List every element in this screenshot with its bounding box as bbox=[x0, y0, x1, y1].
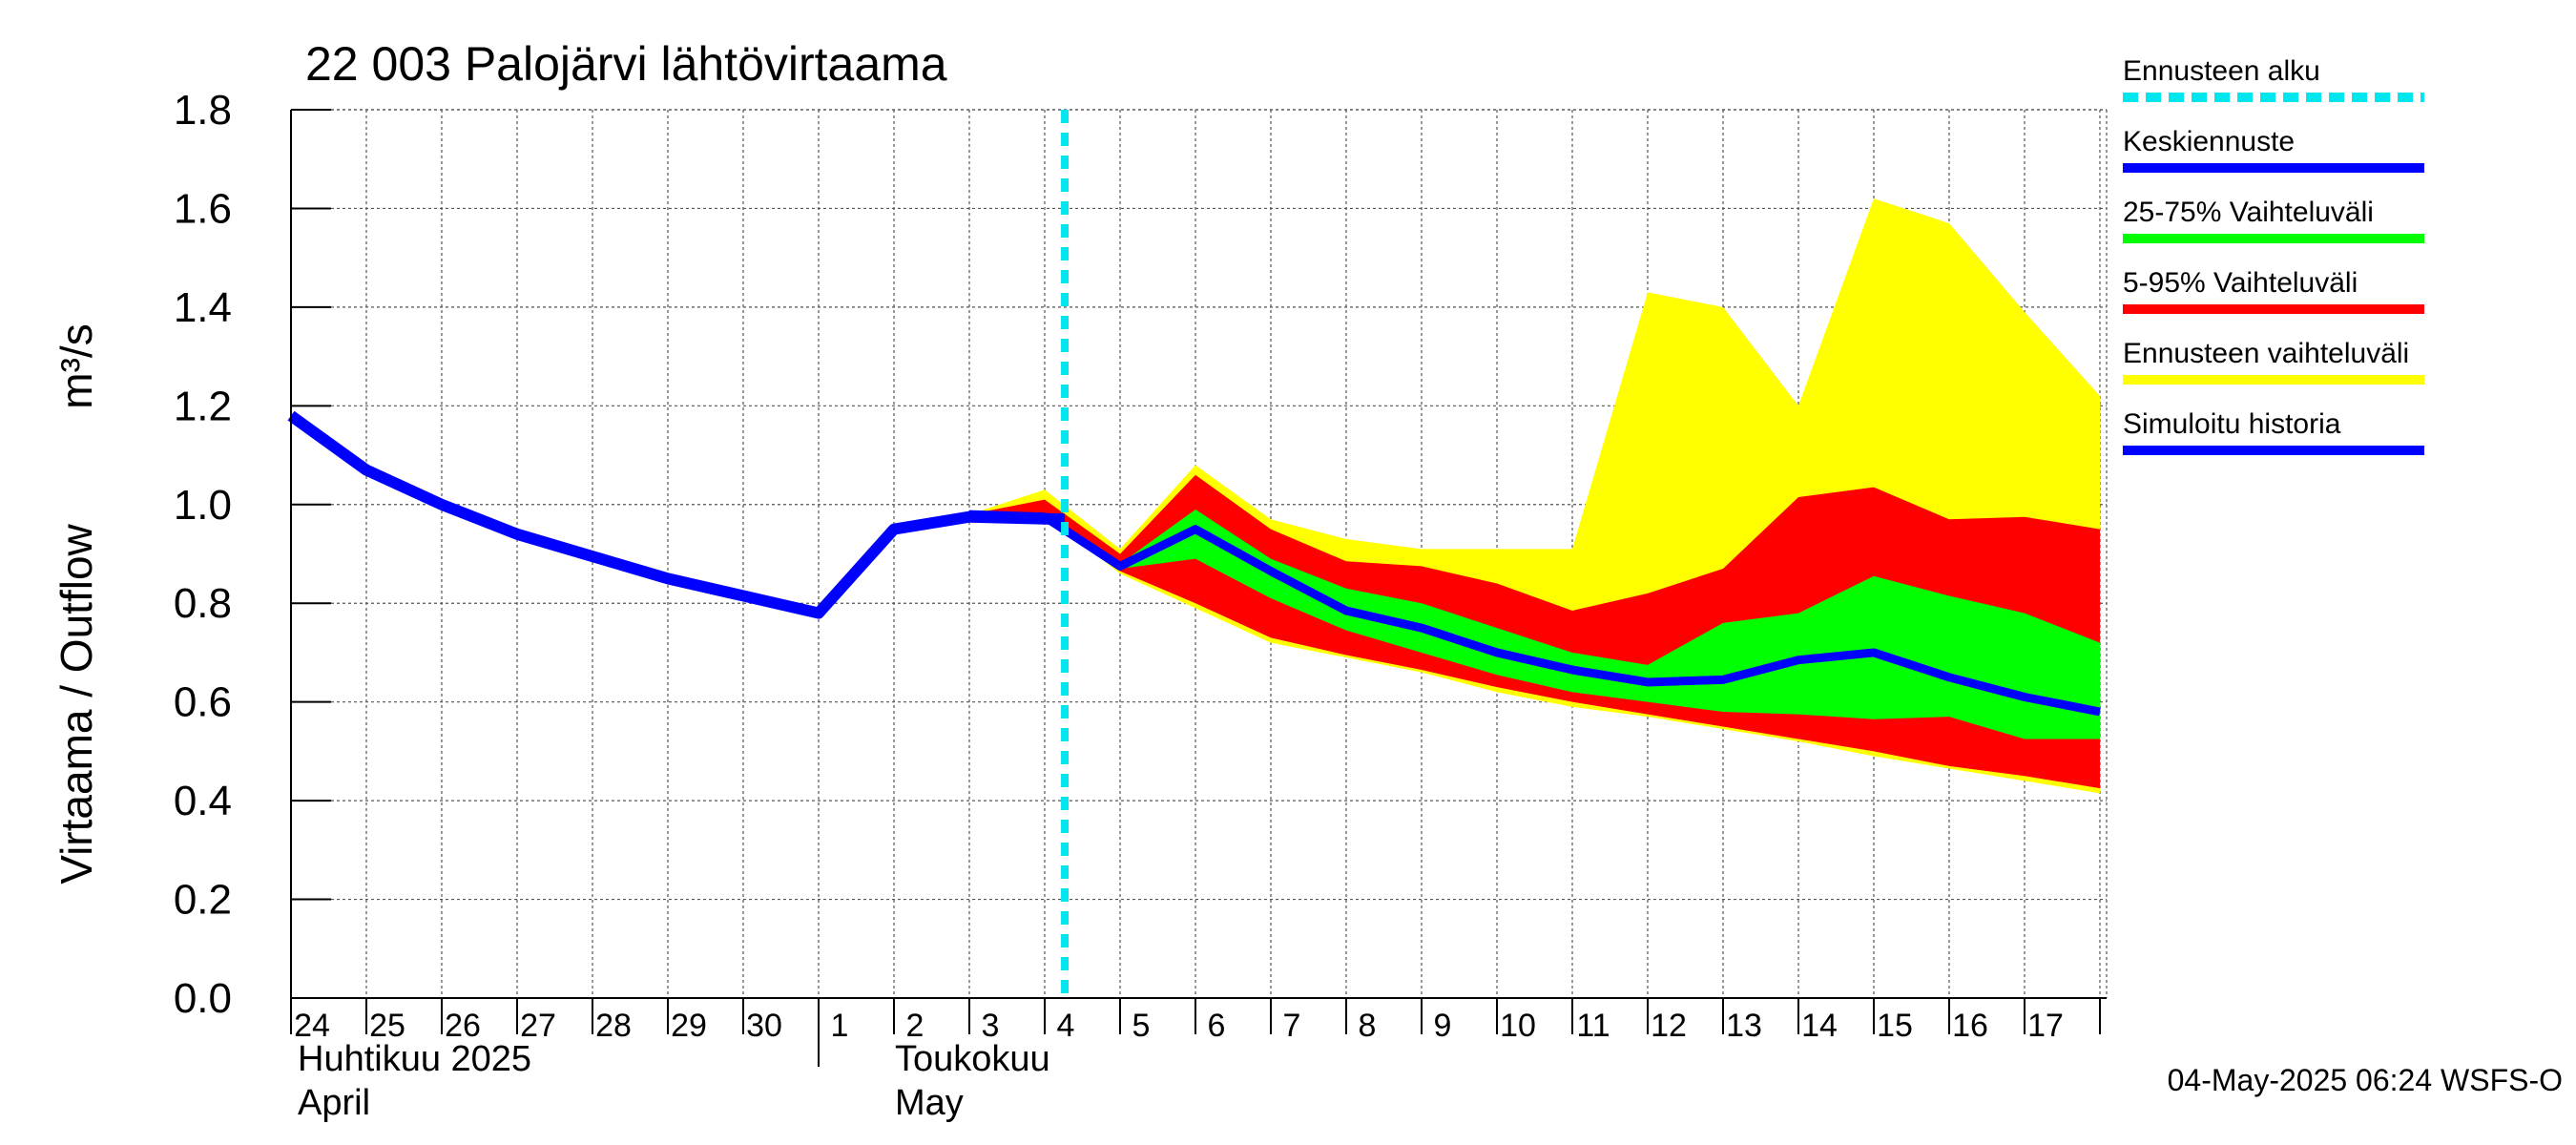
y-tick-label: 0.8 bbox=[174, 580, 232, 627]
x-tick-label: 27 bbox=[520, 1008, 556, 1044]
median-forecast-line bbox=[968, 510, 2101, 717]
x-tick-label: 25 bbox=[369, 1008, 405, 1044]
x-tick-label: 12 bbox=[1651, 1008, 1687, 1044]
flow-lines bbox=[287, 110, 2101, 998]
x-tick-label: 6 bbox=[1208, 1008, 1226, 1044]
month-label-en: April bbox=[298, 1083, 370, 1123]
month-label-fi: Toukokuu bbox=[895, 1039, 1050, 1079]
x-tick-label: 14 bbox=[1801, 1008, 1838, 1044]
footer-timestamp: 04-May-2025 06:24 WSFS-O bbox=[2168, 1063, 2563, 1097]
x-tick-label: 8 bbox=[1359, 1008, 1377, 1044]
y-tick-label: 0.6 bbox=[174, 679, 232, 726]
axes: 0.00.20.40.60.81.01.21.41.61.824 25 26 27 28… bbox=[174, 87, 2107, 1123]
y-tick-label: 1.6 bbox=[174, 185, 232, 232]
month-label-fi: Huhtikuu 2025 bbox=[298, 1039, 531, 1079]
legend: Ennusteen alku Keskiennuste 25-75% Vaihtel… bbox=[2123, 55, 2424, 455]
y-tick-label: 1.2 bbox=[174, 383, 232, 429]
y-tick-label: 1.8 bbox=[174, 87, 232, 134]
x-tick-label: 9 bbox=[1434, 1008, 1452, 1044]
x-tick-label: 5 bbox=[1132, 1008, 1151, 1044]
y-tick-label: 1.0 bbox=[174, 482, 232, 529]
legend-label: Simuloitu historia bbox=[2123, 408, 2341, 440]
x-tick-label: 16 bbox=[1952, 1008, 1988, 1044]
legend-label: Ennusteen alku bbox=[2123, 55, 2320, 87]
x-tick-label: 1 bbox=[831, 1008, 849, 1044]
x-tick-label: 7 bbox=[1283, 1008, 1301, 1044]
y-axis-unit: m³/s bbox=[52, 323, 101, 408]
y-axis-label: Virtaama / Outflow bbox=[52, 523, 101, 884]
x-tick-label: 30 bbox=[746, 1008, 782, 1044]
x-tick-label: 3 bbox=[982, 1008, 1000, 1044]
y-tick-label: 0.4 bbox=[174, 778, 232, 824]
x-tick-label: 11 bbox=[1576, 1008, 1610, 1044]
month-label-en: May bbox=[895, 1083, 964, 1123]
legend-label: Ennusteen vaihteluväli bbox=[2123, 338, 2409, 369]
legend-label: Keskiennuste bbox=[2123, 126, 2295, 157]
x-tick-label: 15 bbox=[1877, 1008, 1913, 1044]
legend-label: 25-75% Vaihteluväli bbox=[2123, 197, 2374, 228]
y-tick-label: 1.4 bbox=[174, 284, 232, 331]
x-tick-label: 24 bbox=[294, 1008, 330, 1044]
band-25-75% Vaihteluväli bbox=[969, 509, 2100, 739]
forecast-bands bbox=[969, 198, 2100, 794]
y-tick-label: 0.2 bbox=[174, 877, 232, 924]
x-tick-label: 4 bbox=[1057, 1008, 1075, 1044]
x-tick-label: 29 bbox=[671, 1008, 707, 1044]
x-tick-label: 2 bbox=[906, 1008, 924, 1044]
y-tick-label: 0.0 bbox=[174, 975, 232, 1022]
x-tick-label: 28 bbox=[595, 1008, 632, 1044]
simulated-history-line bbox=[287, 410, 1066, 619]
x-tick-label: 26 bbox=[445, 1008, 481, 1044]
legend-label: 5-95% Vaihteluväli bbox=[2123, 267, 2358, 299]
x-tick-label: 13 bbox=[1726, 1008, 1762, 1044]
chart-title: 22 003 Palojärvi lähtövirtaama bbox=[305, 37, 947, 91]
x-tick-label: 10 bbox=[1500, 1008, 1536, 1044]
x-tick-label: 17 bbox=[2027, 1008, 2064, 1044]
